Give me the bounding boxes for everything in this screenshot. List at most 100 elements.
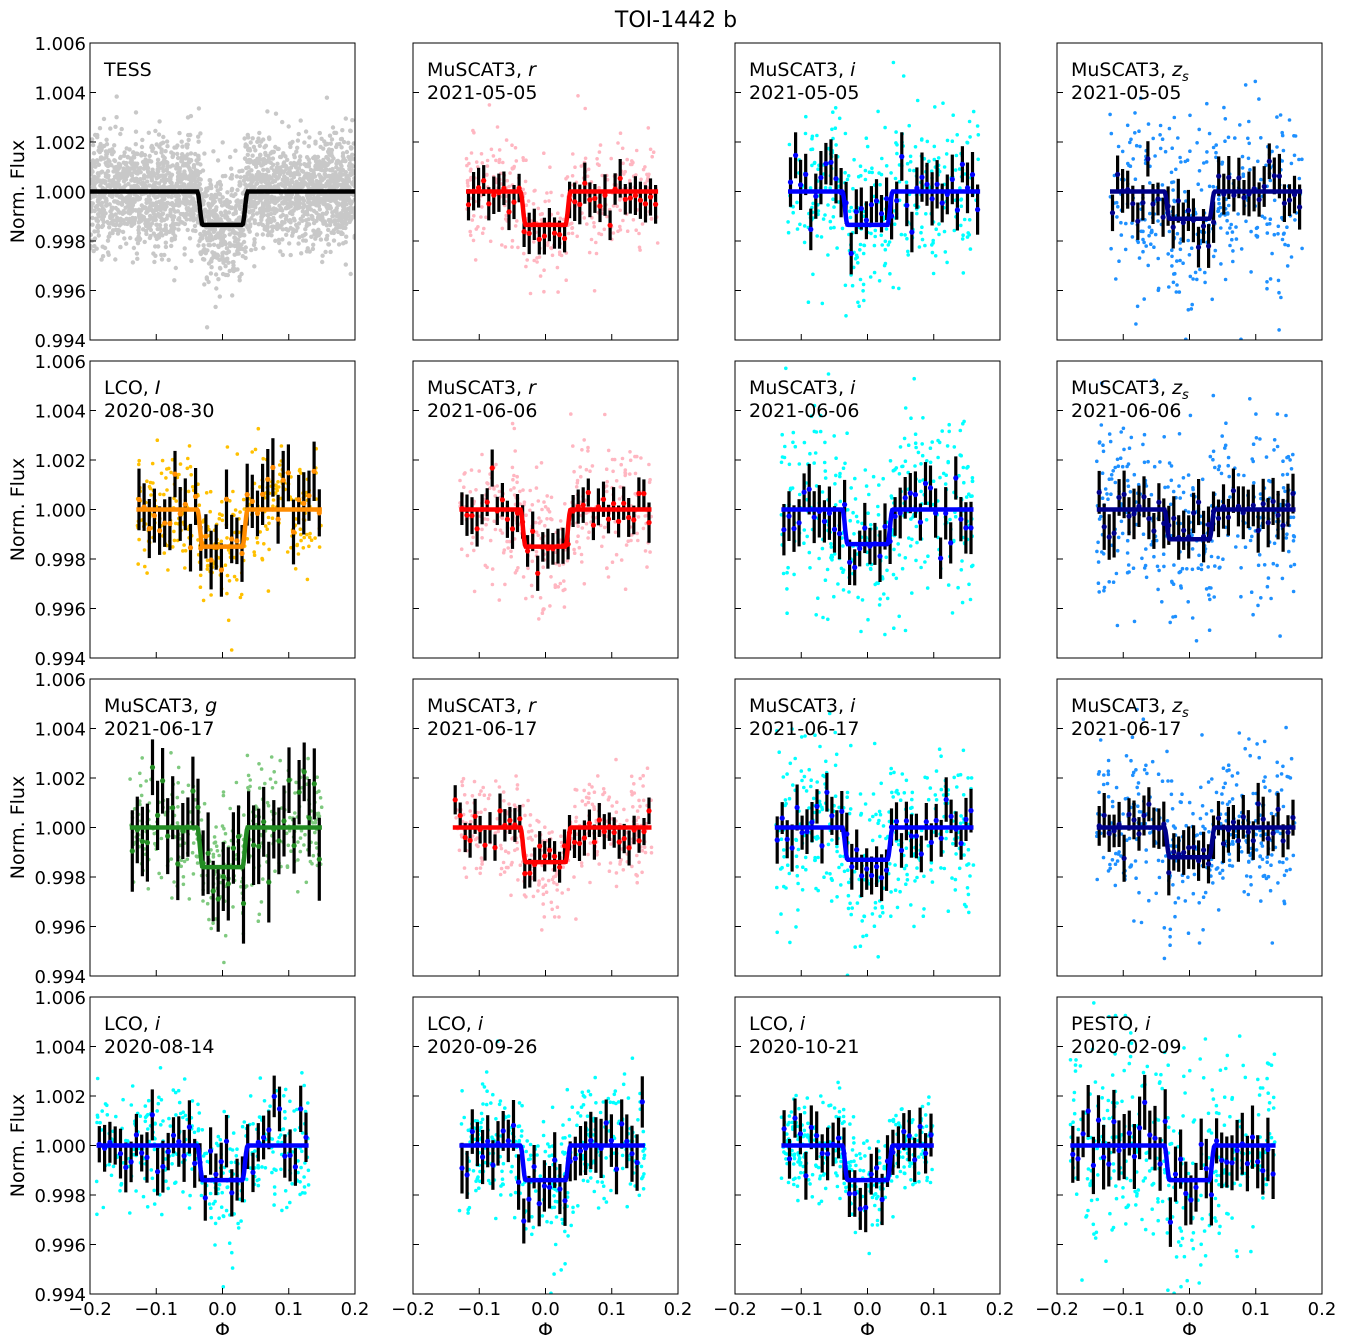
unbinned-point xyxy=(269,218,274,223)
unbinned-point xyxy=(232,235,237,240)
unbinned-point xyxy=(273,491,278,495)
unbinned-point xyxy=(307,544,311,549)
unbinned-point xyxy=(99,155,104,160)
unbinned-point xyxy=(255,536,259,540)
unbinned-point xyxy=(154,222,159,227)
unbinned-point xyxy=(128,171,133,176)
unbinned-point xyxy=(113,205,119,211)
unbinned-point xyxy=(605,566,609,570)
unbinned-point xyxy=(605,177,610,182)
unbinned-point xyxy=(889,171,893,175)
unbinned-point xyxy=(498,528,503,532)
unbinned-point xyxy=(562,605,567,609)
unbinned-point xyxy=(163,240,168,245)
unbinned-point xyxy=(472,548,476,553)
unbinned-point xyxy=(198,236,203,241)
unbinned-point xyxy=(1280,130,1284,135)
unbinned-point xyxy=(571,444,575,448)
unbinned-point xyxy=(218,234,224,239)
unbinned-point xyxy=(129,209,135,214)
unbinned-point xyxy=(807,550,812,555)
unbinned-point xyxy=(1214,143,1218,147)
panel-instrument-label: MuSCAT3, zs xyxy=(1071,59,1189,85)
unbinned-point xyxy=(180,144,185,149)
unbinned-point xyxy=(594,240,598,245)
unbinned-point xyxy=(264,201,269,206)
unbinned-point xyxy=(240,246,245,252)
unbinned-point xyxy=(1281,232,1286,236)
unbinned-point xyxy=(1219,262,1223,266)
unbinned-point xyxy=(560,193,564,198)
unbinned-point xyxy=(620,456,625,461)
unbinned-point xyxy=(1278,113,1283,117)
unbinned-point xyxy=(295,138,301,143)
unbinned-point xyxy=(319,161,324,167)
unbinned-point xyxy=(615,204,619,209)
unbinned-point xyxy=(634,228,638,232)
binned-point xyxy=(182,501,188,507)
unbinned-point xyxy=(863,168,868,173)
binned-point xyxy=(474,526,480,532)
unbinned-point xyxy=(895,151,899,156)
unbinned-point xyxy=(250,450,254,454)
unbinned-point xyxy=(484,522,488,527)
unbinned-point xyxy=(154,213,159,218)
unbinned-point xyxy=(829,545,834,549)
unbinned-point xyxy=(284,206,289,211)
unbinned-point xyxy=(1160,183,1165,187)
y-tick-label: 1.002 xyxy=(34,133,86,154)
unbinned-point xyxy=(129,158,134,163)
unbinned-point xyxy=(810,147,815,151)
unbinned-point xyxy=(795,200,799,205)
binned-point xyxy=(1206,243,1212,249)
unbinned-point xyxy=(222,233,227,239)
unbinned-point xyxy=(120,229,126,235)
unbinned-point xyxy=(837,116,842,121)
unbinned-point xyxy=(863,177,868,182)
unbinned-point xyxy=(286,124,291,129)
binned-point xyxy=(637,197,644,203)
unbinned-point xyxy=(580,448,584,452)
unbinned-point xyxy=(257,143,262,148)
unbinned-point xyxy=(137,207,142,213)
binned-point xyxy=(653,201,659,207)
unbinned-point xyxy=(640,222,645,226)
unbinned-point xyxy=(129,166,135,171)
unbinned-point xyxy=(1134,143,1139,148)
unbinned-point xyxy=(208,489,213,494)
unbinned-point xyxy=(858,164,863,168)
unbinned-point xyxy=(159,471,164,476)
unbinned-point xyxy=(96,162,102,167)
unbinned-point xyxy=(248,140,253,145)
unbinned-point xyxy=(1133,111,1137,115)
binned-point xyxy=(813,193,819,199)
unbinned-point xyxy=(274,483,278,488)
unbinned-point xyxy=(598,143,603,147)
unbinned-point xyxy=(1197,127,1201,132)
unbinned-point xyxy=(976,157,980,162)
unbinned-point xyxy=(299,168,305,174)
unbinned-point xyxy=(826,253,830,257)
unbinned-point xyxy=(160,140,166,145)
unbinned-point xyxy=(540,212,544,216)
unbinned-point xyxy=(1175,259,1179,263)
unbinned-point xyxy=(523,191,527,196)
unbinned-point xyxy=(505,178,510,183)
unbinned-point xyxy=(254,201,259,206)
unbinned-point xyxy=(641,526,646,531)
unbinned-point xyxy=(1178,247,1183,252)
binned-point xyxy=(626,514,632,521)
binned-point xyxy=(904,202,910,208)
unbinned-point xyxy=(635,531,639,536)
unbinned-point xyxy=(232,239,238,244)
unbinned-point xyxy=(628,450,632,454)
unbinned-point xyxy=(131,150,136,155)
unbinned-point xyxy=(252,218,257,223)
unbinned-point xyxy=(1203,270,1207,275)
unbinned-point xyxy=(254,232,260,237)
unbinned-point xyxy=(315,154,321,160)
binned-point xyxy=(465,202,472,208)
unbinned-point xyxy=(217,265,223,271)
unbinned-point xyxy=(192,223,198,229)
